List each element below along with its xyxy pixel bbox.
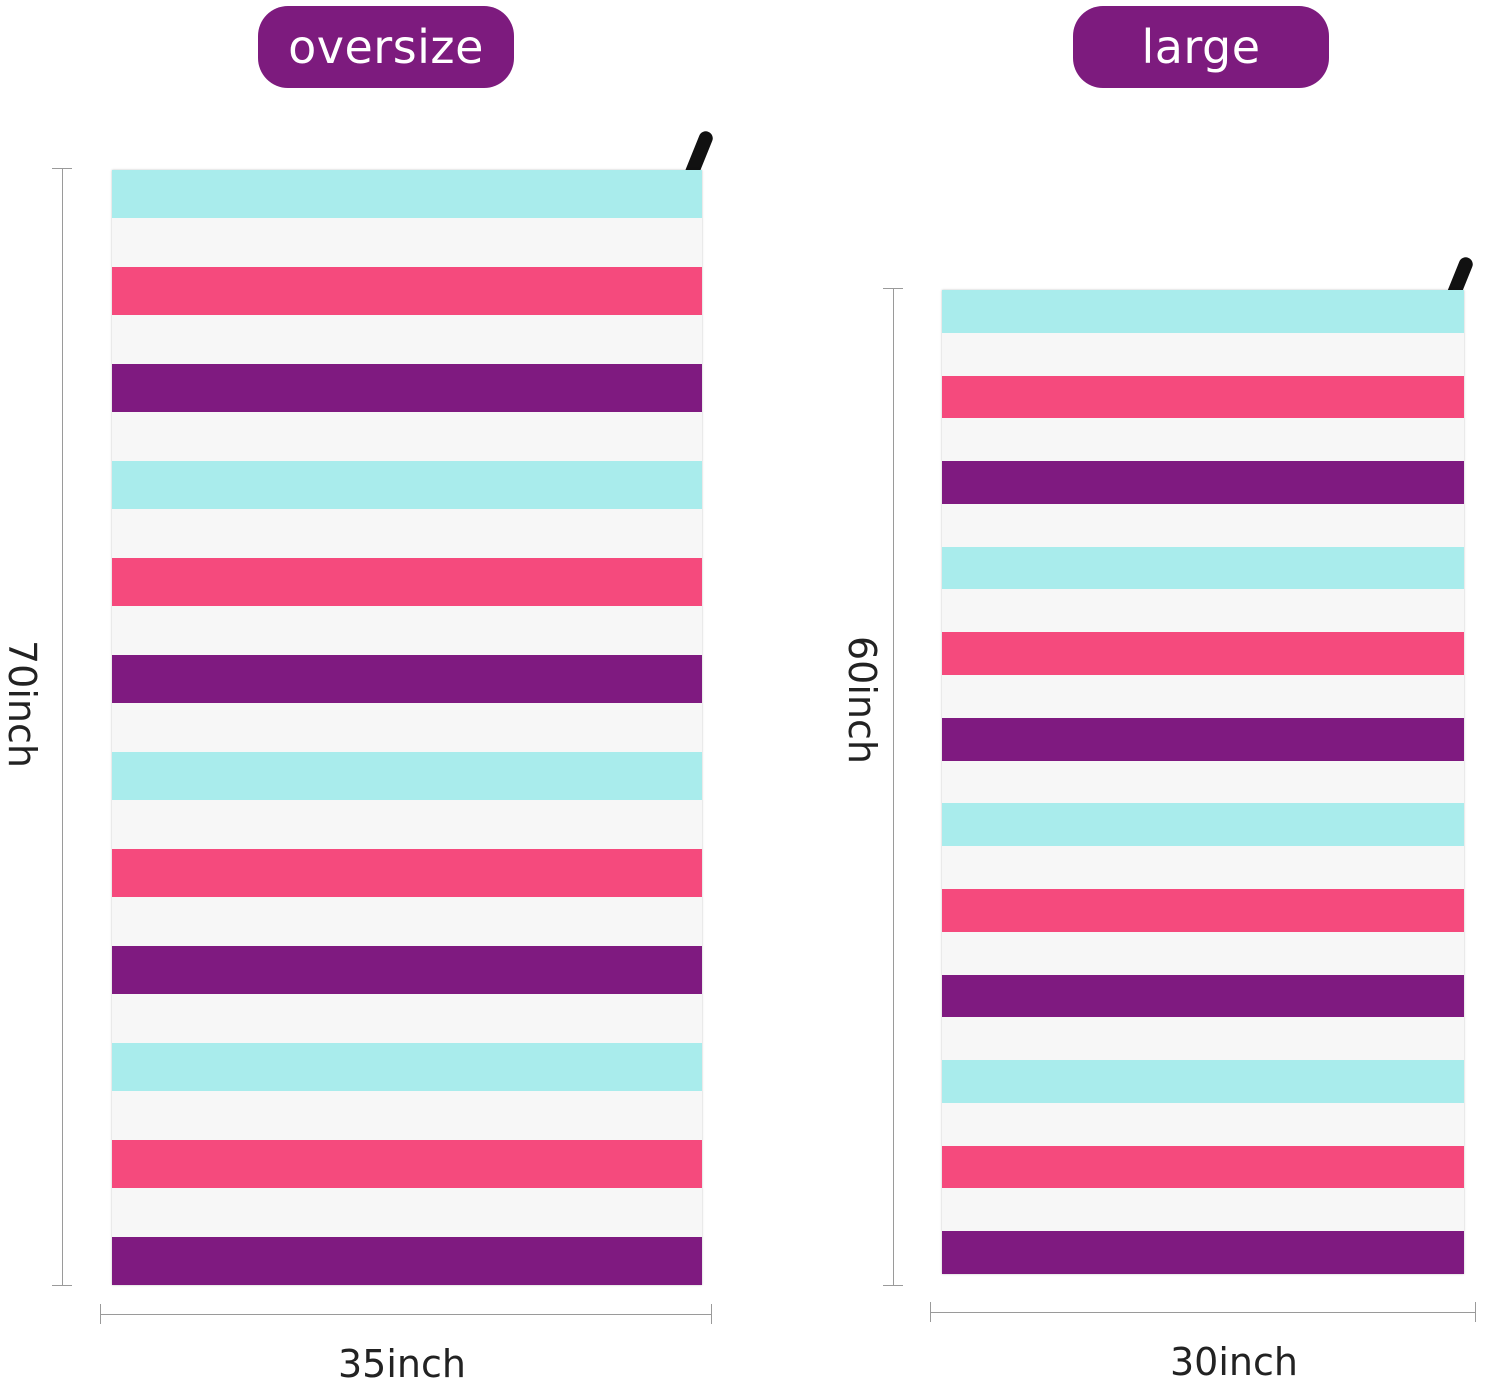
stripe-purple bbox=[942, 717, 1464, 761]
stripe-pink bbox=[112, 848, 702, 898]
stripe-purple bbox=[112, 654, 702, 704]
large-height-line bbox=[893, 288, 894, 1286]
stripe-purple bbox=[942, 461, 1464, 504]
oversize-towel bbox=[112, 170, 702, 1286]
stripe-aqua bbox=[112, 751, 702, 801]
stripe-white bbox=[942, 503, 1464, 547]
stripe-white bbox=[942, 931, 1464, 975]
large-height-label: 60inch bbox=[840, 636, 884, 764]
large-height-tick-top bbox=[883, 288, 903, 289]
stripe-aqua bbox=[112, 460, 702, 510]
oversize-width-tick-left bbox=[100, 1304, 101, 1324]
stripe-white bbox=[942, 332, 1464, 376]
oversize-height-line bbox=[62, 168, 63, 1286]
stripe-pink bbox=[112, 1139, 702, 1189]
stripe-pink bbox=[112, 266, 702, 316]
stripe-white bbox=[112, 315, 702, 364]
stripe-white bbox=[112, 703, 702, 752]
stripe-white bbox=[942, 1188, 1464, 1232]
oversize-height-tick-top bbox=[52, 168, 72, 169]
oversize-width-tick-right bbox=[711, 1304, 712, 1324]
stripe-white bbox=[942, 1017, 1464, 1061]
stripe-pink bbox=[942, 632, 1464, 676]
stripe-white bbox=[112, 218, 702, 267]
stripe-aqua bbox=[942, 290, 1464, 333]
stripe-purple bbox=[942, 1231, 1464, 1274]
stripe-white bbox=[112, 994, 702, 1043]
stripe-white bbox=[112, 897, 702, 946]
large-width-tick-right bbox=[1475, 1302, 1476, 1322]
stripe-white bbox=[112, 606, 702, 655]
stripe-white bbox=[942, 675, 1464, 718]
stripe-aqua bbox=[942, 1060, 1464, 1103]
stripe-purple bbox=[942, 974, 1464, 1018]
large-width-tick-left bbox=[930, 1302, 931, 1322]
oversize-width-line bbox=[100, 1314, 712, 1315]
stripe-white bbox=[942, 418, 1464, 462]
large-width-line bbox=[930, 1312, 1476, 1313]
stripe-pink bbox=[942, 375, 1464, 419]
stripe-white bbox=[112, 1091, 702, 1140]
stripe-aqua bbox=[112, 1042, 702, 1092]
stripe-pink bbox=[112, 557, 702, 607]
oversize-height-tick-bottom bbox=[52, 1285, 72, 1286]
stripe-purple bbox=[112, 1236, 702, 1286]
stripe-aqua bbox=[942, 803, 1464, 847]
oversize-width-label: 35inch bbox=[338, 1342, 466, 1386]
stripe-purple bbox=[112, 363, 702, 413]
stripe-white bbox=[942, 846, 1464, 889]
oversize-height-label: 70inch bbox=[0, 640, 44, 768]
large-height-tick-bottom bbox=[883, 1285, 903, 1286]
stripe-white bbox=[112, 412, 702, 461]
stripe-white bbox=[112, 1188, 702, 1237]
stripe-pink bbox=[942, 1145, 1464, 1189]
large-towel bbox=[942, 290, 1464, 1274]
stripe-white bbox=[112, 509, 702, 558]
large-label: large bbox=[1073, 6, 1329, 88]
stripe-white bbox=[942, 1102, 1464, 1146]
stripe-purple bbox=[112, 945, 702, 995]
stripe-white bbox=[942, 760, 1464, 804]
stripe-aqua bbox=[942, 546, 1464, 590]
oversize-label: oversize bbox=[258, 6, 514, 88]
large-width-label: 30inch bbox=[1170, 1340, 1298, 1384]
stripe-white bbox=[942, 589, 1464, 633]
stripe-aqua bbox=[112, 170, 702, 219]
stripe-pink bbox=[942, 888, 1464, 932]
stripe-white bbox=[112, 800, 702, 849]
